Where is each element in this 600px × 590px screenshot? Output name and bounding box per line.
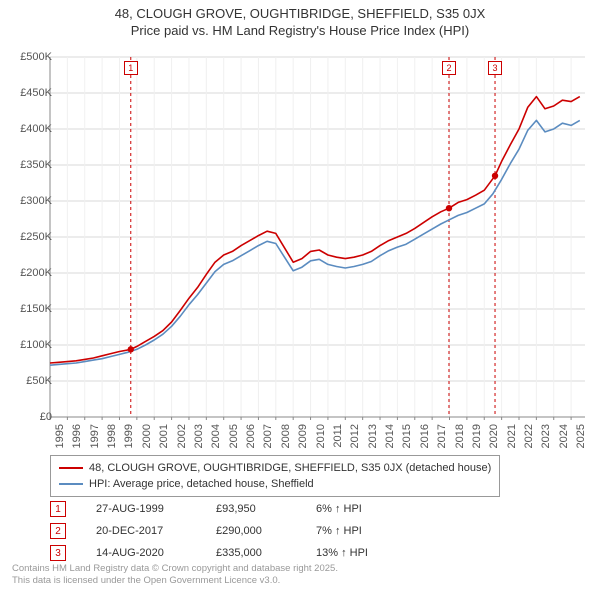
x-tick-label: 2020 bbox=[488, 424, 500, 448]
x-tick-label: 2017 bbox=[436, 424, 448, 448]
y-tick-label: £250K bbox=[20, 231, 52, 243]
marker-pct: 6% ↑ HPI bbox=[316, 503, 436, 515]
x-tick-label: 2001 bbox=[158, 424, 170, 448]
y-tick-label: £400K bbox=[20, 123, 52, 135]
chart-area bbox=[45, 52, 590, 422]
x-tick-label: 2010 bbox=[315, 424, 327, 448]
x-tick-label: 2000 bbox=[141, 424, 153, 448]
marker-pct: 7% ↑ HPI bbox=[316, 525, 436, 537]
marker-table-row: 1 27-AUG-1999£93,9506% ↑ HPI bbox=[50, 498, 436, 520]
attribution-text: Contains HM Land Registry data © Crown c… bbox=[12, 563, 338, 586]
x-tick-label: 2025 bbox=[575, 424, 587, 448]
x-tick-label: 1996 bbox=[71, 424, 83, 448]
x-tick-label: 1998 bbox=[106, 424, 118, 448]
chart-container: 48, CLOUGH GROVE, OUGHTIBRIDGE, SHEFFIEL… bbox=[0, 0, 600, 590]
marker-number-box: 3 bbox=[50, 545, 66, 561]
x-tick-label: 2016 bbox=[419, 424, 431, 448]
chart-svg bbox=[45, 52, 590, 422]
y-tick-label: £200K bbox=[20, 267, 52, 279]
marker-date: 27-AUG-1999 bbox=[96, 503, 216, 515]
legend-swatch bbox=[59, 467, 83, 469]
y-tick-label: £500K bbox=[20, 51, 52, 63]
marker-date: 14-AUG-2020 bbox=[96, 547, 216, 559]
x-tick-label: 2019 bbox=[471, 424, 483, 448]
x-tick-label: 2008 bbox=[280, 424, 292, 448]
legend-item: 48, CLOUGH GROVE, OUGHTIBRIDGE, SHEFFIEL… bbox=[59, 460, 491, 476]
legend-label: HPI: Average price, detached house, Shef… bbox=[89, 478, 314, 490]
marker-number-box: 1 bbox=[50, 501, 66, 517]
x-tick-label: 2002 bbox=[176, 424, 188, 448]
title-line-2: Price paid vs. HM Land Registry's House … bbox=[0, 23, 600, 40]
marker-table-row: 2 20-DEC-2017£290,0007% ↑ HPI bbox=[50, 520, 436, 542]
legend-label: 48, CLOUGH GROVE, OUGHTIBRIDGE, SHEFFIEL… bbox=[89, 462, 491, 474]
x-tick-label: 2024 bbox=[558, 424, 570, 448]
y-tick-label: £450K bbox=[20, 87, 52, 99]
x-tick-label: 2022 bbox=[523, 424, 535, 448]
x-tick-label: 2011 bbox=[332, 424, 344, 448]
x-tick-label: 2018 bbox=[454, 424, 466, 448]
x-tick-label: 2014 bbox=[384, 424, 396, 448]
x-tick-label: 2006 bbox=[245, 424, 257, 448]
legend-swatch bbox=[59, 483, 83, 485]
x-tick-label: 2013 bbox=[367, 424, 379, 448]
marker-table: 1 27-AUG-1999£93,9506% ↑ HPI 2 20-DEC-2017£… bbox=[50, 498, 436, 564]
x-tick-label: 2015 bbox=[401, 424, 413, 448]
marker-pct: 13% ↑ HPI bbox=[316, 547, 436, 559]
chart-sale-marker: 3 bbox=[488, 61, 502, 75]
x-tick-label: 2007 bbox=[262, 424, 274, 448]
x-tick-label: 2004 bbox=[210, 424, 222, 448]
marker-price: £335,000 bbox=[216, 547, 316, 559]
marker-number-box: 2 bbox=[50, 523, 66, 539]
y-tick-label: £50K bbox=[26, 375, 52, 387]
y-tick-label: £0 bbox=[40, 411, 52, 423]
legend-box: 48, CLOUGH GROVE, OUGHTIBRIDGE, SHEFFIEL… bbox=[50, 455, 500, 497]
attribution-line-2: This data is licensed under the Open Gov… bbox=[12, 575, 338, 586]
y-tick-label: £300K bbox=[20, 195, 52, 207]
y-tick-label: £150K bbox=[20, 303, 52, 315]
marker-table-row: 3 14-AUG-2020£335,00013% ↑ HPI bbox=[50, 542, 436, 564]
marker-price: £290,000 bbox=[216, 525, 316, 537]
x-tick-label: 2012 bbox=[349, 424, 361, 448]
x-tick-label: 2003 bbox=[193, 424, 205, 448]
chart-sale-marker: 1 bbox=[124, 61, 138, 75]
y-tick-label: £350K bbox=[20, 159, 52, 171]
x-tick-label: 1999 bbox=[123, 424, 135, 448]
legend-item: HPI: Average price, detached house, Shef… bbox=[59, 476, 491, 492]
x-tick-label: 2009 bbox=[297, 424, 309, 448]
x-tick-label: 1995 bbox=[54, 424, 66, 448]
x-tick-label: 2023 bbox=[540, 424, 552, 448]
attribution-line-1: Contains HM Land Registry data © Crown c… bbox=[12, 563, 338, 574]
marker-price: £93,950 bbox=[216, 503, 316, 515]
title-line-1: 48, CLOUGH GROVE, OUGHTIBRIDGE, SHEFFIEL… bbox=[0, 6, 600, 23]
x-tick-label: 1997 bbox=[89, 424, 101, 448]
y-tick-label: £100K bbox=[20, 339, 52, 351]
marker-date: 20-DEC-2017 bbox=[96, 525, 216, 537]
x-tick-label: 2021 bbox=[506, 424, 518, 448]
title-block: 48, CLOUGH GROVE, OUGHTIBRIDGE, SHEFFIEL… bbox=[0, 0, 600, 40]
chart-sale-marker: 2 bbox=[442, 61, 456, 75]
x-tick-label: 2005 bbox=[228, 424, 240, 448]
